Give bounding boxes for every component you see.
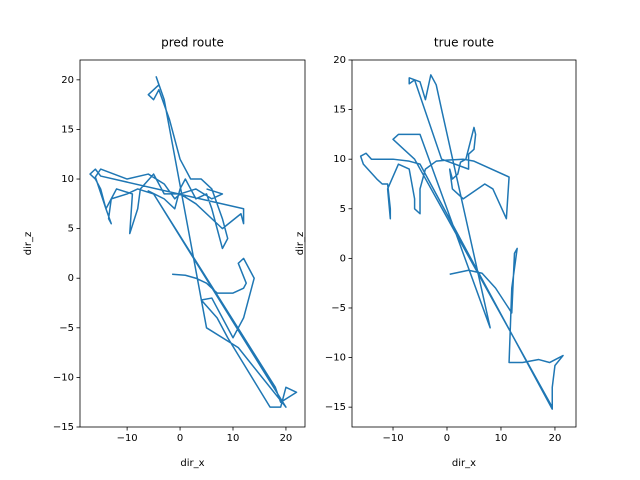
x-tick-label: −10 <box>117 433 138 444</box>
x-tick-label: −10 <box>382 433 403 444</box>
x-tick-label: 0 <box>444 433 450 444</box>
y-axis-label: dir_z <box>295 232 306 256</box>
chart-title: true route <box>434 36 494 50</box>
x-tick-label: 0 <box>177 433 183 444</box>
y-tick-label: 10 <box>333 154 346 165</box>
y-tick-label: 5 <box>340 204 346 215</box>
x-tick-label: 20 <box>280 433 293 444</box>
y-tick-label: −5 <box>331 303 346 314</box>
x-tick-label: 10 <box>495 433 508 444</box>
x-axis-label: dir_x <box>180 458 204 469</box>
x-axis-label: dir_x <box>452 458 476 469</box>
y-tick-label: −5 <box>59 323 74 334</box>
y-tick-label: 20 <box>333 55 346 66</box>
x-tick-label: 10 <box>227 433 240 444</box>
y-axis-label: dir_z <box>23 232 34 256</box>
y-tick-label: 20 <box>61 75 74 86</box>
y-tick-label: −15 <box>325 402 346 413</box>
x-tick-label: 20 <box>549 433 562 444</box>
y-tick-label: 0 <box>68 273 74 284</box>
y-tick-label: 0 <box>340 253 346 264</box>
y-tick-label: 5 <box>68 224 74 235</box>
y-tick-label: 15 <box>61 124 74 135</box>
axes-frame <box>79 59 306 428</box>
y-tick-label: 10 <box>61 174 74 185</box>
y-tick-label: −10 <box>53 372 74 383</box>
chart-title: pred route <box>161 36 224 50</box>
y-tick-label: −15 <box>53 422 74 433</box>
route-line <box>359 74 564 410</box>
y-tick-label: −10 <box>325 353 346 364</box>
route-line <box>89 76 298 408</box>
axes-frame <box>351 59 577 428</box>
y-tick-label: 15 <box>333 105 346 116</box>
